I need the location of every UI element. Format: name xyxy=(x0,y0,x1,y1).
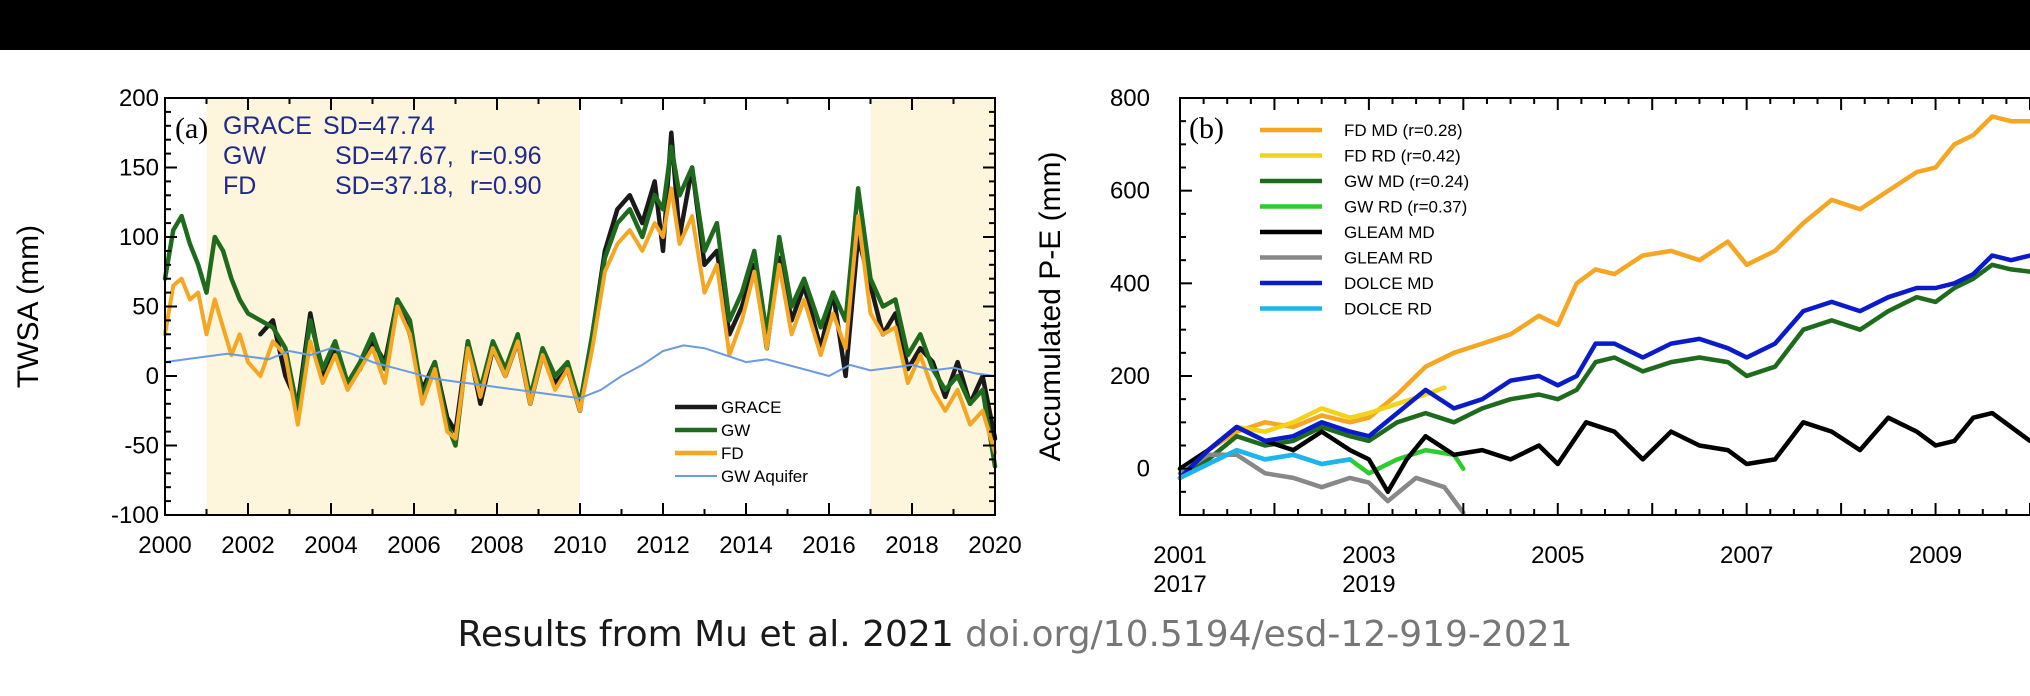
x-tick-label: 2014 xyxy=(719,532,772,559)
series-line-fd xyxy=(163,186,997,455)
x-tick-label: 2002 xyxy=(221,532,274,559)
series-line-gw xyxy=(162,144,998,469)
series-line-dolce-md xyxy=(1177,253,2030,481)
legend-label: FD MD (r=0.28) xyxy=(1344,121,1463,140)
panel-label: (b) xyxy=(1189,112,1224,145)
figure: 2000 2002 2004 2006 2008 2010 2012 2014 2016 2018… xyxy=(12,85,2030,598)
panel-label: (a) xyxy=(175,112,208,145)
x-tick-label: 2010 xyxy=(553,532,606,559)
series-line-fd-md xyxy=(1177,114,2030,471)
series-line-gw-md xyxy=(1177,262,2030,481)
legend-label: FD RD (r=0.42) xyxy=(1344,147,1461,166)
legend-label: GLEAM RD xyxy=(1344,249,1433,268)
stats-sd: SD=37.18, xyxy=(335,172,454,200)
shaded-period-0 xyxy=(206,98,580,515)
y-tick-label: 0 xyxy=(146,363,159,390)
legend-label: GW MD (r=0.24) xyxy=(1344,172,1469,191)
series-line-dolce-rd xyxy=(1177,447,1353,481)
y-tick-label: 0 xyxy=(1137,456,1150,483)
x-tick-label-secondary: 2019 xyxy=(1342,571,1395,598)
x-tick-label: 2003 xyxy=(1342,542,1395,569)
legend-label: GRACE xyxy=(721,398,781,417)
x-tick-label: 2007 xyxy=(1720,542,1773,569)
caption-doi: doi.org/10.5194/esd-12-919-2021 xyxy=(965,614,1573,655)
y-tick-label: 600 xyxy=(1110,178,1150,205)
x-tick-label: 2001 xyxy=(1153,542,1206,569)
y-axis-label: Accumulated P-E (mm) xyxy=(1034,151,1067,461)
x-tick-label: 2008 xyxy=(470,532,523,559)
x-tick-label: 2004 xyxy=(304,532,357,559)
legend-label: FD xyxy=(721,444,744,463)
stats-sd: SD=47.74 xyxy=(323,112,435,140)
x-tick-label: 2020 xyxy=(968,532,1021,559)
x-tick-label: 2018 xyxy=(885,532,938,559)
y-axis-label: TWSA (mm) xyxy=(12,225,45,388)
x-tick-label: 2009 xyxy=(1909,542,1962,569)
stats-sd: SD=47.67, xyxy=(335,142,454,170)
y-tick-label: 100 xyxy=(119,224,159,251)
stats-name: FD xyxy=(223,172,256,200)
legend-label: GW RD (r=0.37) xyxy=(1344,198,1467,217)
stats-r: r=0.96 xyxy=(470,142,542,170)
legend-label: GW Aquifer xyxy=(721,467,808,486)
y-tick-label: -50 xyxy=(124,433,159,460)
legend-label: DOLCE MD xyxy=(1344,274,1434,293)
y-tick-label: 400 xyxy=(1110,270,1150,297)
x-tick-label: 2012 xyxy=(636,532,689,559)
caption-text: Results from Mu et al. 2021 xyxy=(457,614,954,655)
legend-label: GLEAM MD xyxy=(1344,223,1435,242)
x-tick-label: 2006 xyxy=(387,532,440,559)
shaded-period-1 xyxy=(870,98,995,515)
y-tick-label: 150 xyxy=(119,155,159,182)
stats-name: GRACE xyxy=(223,112,312,140)
top-bar xyxy=(0,0,2030,50)
y-tick-label: 200 xyxy=(119,85,159,112)
caption: Results from Mu et al. 2021 doi.org/10.5… xyxy=(0,614,2030,655)
y-tick-label: 200 xyxy=(1110,363,1150,390)
legend-label: DOLCE RD xyxy=(1344,300,1432,319)
y-tick-label: -100 xyxy=(111,502,159,529)
legend-label: GW xyxy=(721,421,750,440)
y-tick-label: 800 xyxy=(1110,85,1150,112)
x-tick-label: 2005 xyxy=(1531,542,1584,569)
panel-a: 2000 2002 2004 2006 2008 2010 2012 2014 2016 2018… xyxy=(12,85,1022,559)
x-tick-label: 2016 xyxy=(802,532,855,559)
series-line-gleam-md xyxy=(1177,410,2030,495)
x-tick-label: 2000 xyxy=(138,532,191,559)
stats-name: GW xyxy=(223,142,266,170)
x-tick-label-secondary: 2017 xyxy=(1153,571,1206,598)
series-line-gw-aquifer xyxy=(164,344,996,400)
stats-r: r=0.90 xyxy=(470,172,542,200)
y-tick-label: 50 xyxy=(132,294,159,321)
